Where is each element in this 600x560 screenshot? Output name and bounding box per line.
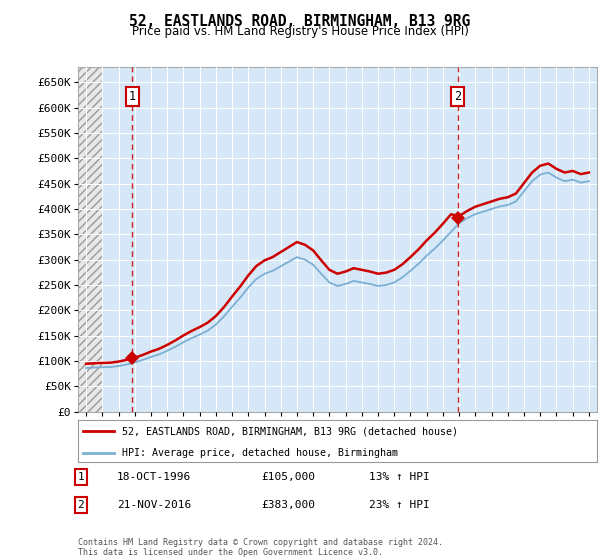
Text: HPI: Average price, detached house, Birmingham: HPI: Average price, detached house, Birm… — [122, 448, 398, 458]
Text: Contains HM Land Registry data © Crown copyright and database right 2024.
This d: Contains HM Land Registry data © Crown c… — [78, 538, 443, 557]
Text: 1: 1 — [77, 472, 85, 482]
Text: 52, EASTLANDS ROAD, BIRMINGHAM, B13 9RG (detached house): 52, EASTLANDS ROAD, BIRMINGHAM, B13 9RG … — [122, 426, 458, 436]
Text: 18-OCT-1996: 18-OCT-1996 — [117, 472, 191, 482]
Text: £383,000: £383,000 — [261, 500, 315, 510]
Text: Price paid vs. HM Land Registry's House Price Index (HPI): Price paid vs. HM Land Registry's House … — [131, 25, 469, 38]
Text: 52, EASTLANDS ROAD, BIRMINGHAM, B13 9RG: 52, EASTLANDS ROAD, BIRMINGHAM, B13 9RG — [130, 14, 470, 29]
Text: 1: 1 — [128, 90, 136, 102]
Text: £105,000: £105,000 — [261, 472, 315, 482]
Bar — [78, 67, 103, 412]
Text: 21-NOV-2016: 21-NOV-2016 — [117, 500, 191, 510]
Text: 2: 2 — [454, 90, 461, 102]
Text: 23% ↑ HPI: 23% ↑ HPI — [369, 500, 430, 510]
Text: 13% ↑ HPI: 13% ↑ HPI — [369, 472, 430, 482]
Text: 2: 2 — [77, 500, 85, 510]
